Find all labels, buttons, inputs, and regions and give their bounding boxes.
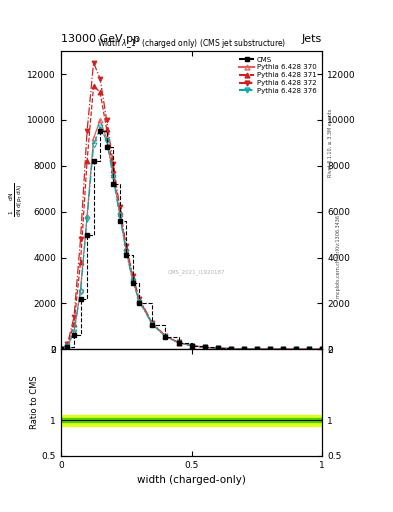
Text: 13000 GeV pp: 13000 GeV pp bbox=[61, 33, 140, 44]
Legend: CMS, Pythia 6.428 370, Pythia 6.428 371, Pythia 6.428 372, Pythia 6.428 376: CMS, Pythia 6.428 370, Pythia 6.428 371,… bbox=[237, 55, 319, 96]
X-axis label: width (charged-only): width (charged-only) bbox=[137, 475, 246, 485]
Text: CMS_2021_I1920187: CMS_2021_I1920187 bbox=[168, 269, 226, 274]
Title: Width $\lambda$_1$^1$ (charged only) (CMS jet substructure): Width $\lambda$_1$^1$ (charged only) (CM… bbox=[97, 37, 286, 51]
Y-axis label: $\mathrm{\frac{1}{dN}\frac{dN}{d(p_T\,d\lambda)}}$: $\mathrm{\frac{1}{dN}\frac{dN}{d(p_T\,d\… bbox=[7, 183, 24, 217]
Text: mcplots.cern.ch [arXiv:1306.3436]: mcplots.cern.ch [arXiv:1306.3436] bbox=[336, 214, 341, 298]
Text: Rivet 3.1.10, ≥ 3.3M events: Rivet 3.1.10, ≥ 3.3M events bbox=[328, 109, 333, 178]
Y-axis label: Ratio to CMS: Ratio to CMS bbox=[30, 376, 39, 429]
Text: Jets: Jets bbox=[302, 33, 322, 44]
